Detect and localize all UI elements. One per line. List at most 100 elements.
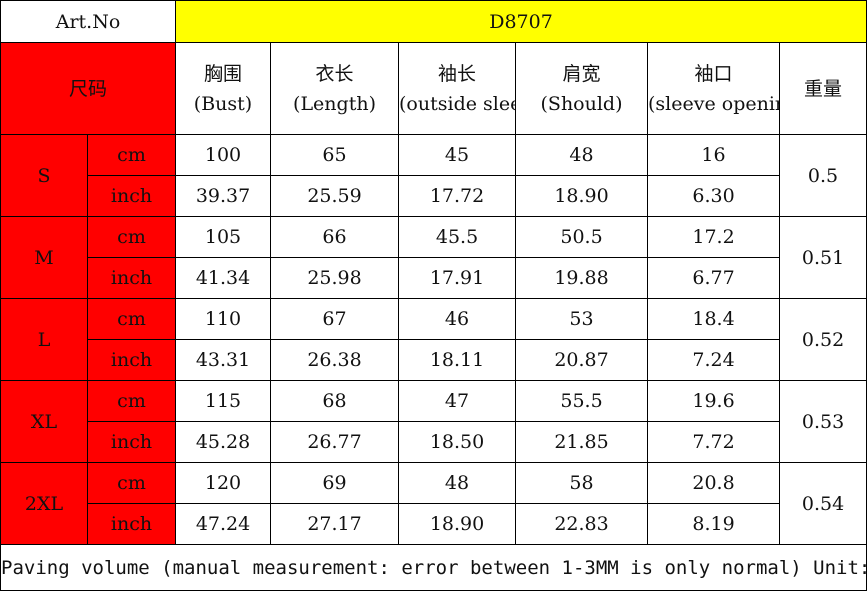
measurement-cell: 18.4 <box>647 298 781 340</box>
size-label: M <box>0 216 88 299</box>
measurement-cell: 6.30 <box>647 175 781 217</box>
column-header-4: 袖口 (sleeve opening <box>647 42 781 135</box>
measurement-cell: 20.87 <box>515 339 649 381</box>
measurement-cell: 25.59 <box>270 175 400 217</box>
column-header-cn: 袖口 <box>694 62 733 85</box>
column-header-cn: 衣长 <box>315 62 354 85</box>
weight-cell: 0.53 <box>779 380 867 463</box>
weight-cell: 0.54 <box>779 462 867 545</box>
unit-label: cm <box>86 216 177 258</box>
unit-label: inch <box>86 175 177 217</box>
column-header-cn: 肩宽 <box>562 62 601 85</box>
footer-note: Paving volume (manual measurement: error… <box>0 544 867 591</box>
measurement-cell: 50.5 <box>515 216 649 258</box>
measurement-cell: 25.98 <box>270 257 400 299</box>
measurement-cell: 18.90 <box>515 175 649 217</box>
measurement-cell: 45 <box>398 134 517 176</box>
measurement-cell: 67 <box>270 298 400 340</box>
measurement-cell: 45.28 <box>175 421 272 463</box>
art-no-label: Art.No <box>0 0 177 43</box>
unit-label: inch <box>86 503 177 545</box>
table-row: inch 47.24 27.17 18.90 22.83 8.19 <box>1 503 867 545</box>
table-row: inch 39.37 25.59 17.72 18.90 6.30 <box>1 175 867 217</box>
table-row: inch 43.31 26.38 18.11 20.87 7.24 <box>1 339 867 381</box>
size-header: 尺码 <box>0 42 177 135</box>
art-no-value: D8707 <box>175 0 867 43</box>
column-header-cn: 袖长 <box>438 62 477 85</box>
column-header-row: 尺码 胸围(Bust)衣长(Length)袖长(outside sleeve)肩… <box>0 42 867 135</box>
measurement-cell: 110 <box>175 298 272 340</box>
measurement-cell: 55.5 <box>515 380 649 422</box>
measurement-cell: 46 <box>398 298 517 340</box>
column-header-en: (outside sleeve) <box>399 92 515 115</box>
size-label: S <box>0 134 88 217</box>
measurement-cell: 48 <box>398 462 517 504</box>
measurement-cell: 26.38 <box>270 339 400 381</box>
measurement-cell: 17.72 <box>398 175 517 217</box>
measurement-cell: 53 <box>515 298 649 340</box>
size-label: XL <box>0 380 88 463</box>
measurement-cell: 20.8 <box>647 462 781 504</box>
measurement-cell: 21.85 <box>515 421 649 463</box>
table-row: inch 41.34 25.98 17.91 19.88 6.77 <box>1 257 867 299</box>
measurement-cell: 45.5 <box>398 216 517 258</box>
weight-cell: 0.51 <box>779 216 867 299</box>
unit-label: cm <box>86 462 177 504</box>
measurement-cell: 18.90 <box>398 503 517 545</box>
measurement-cell: 65 <box>270 134 400 176</box>
measurement-cell: 19.6 <box>647 380 781 422</box>
column-header-en: (Should) <box>540 92 623 115</box>
column-header-3: 肩宽 (Should) <box>515 42 649 135</box>
measurement-cell: 69 <box>270 462 400 504</box>
measurement-cell: 16 <box>647 134 781 176</box>
table-row: XL cm 115 68 47 55.5 19.6 0.53 <box>0 380 867 463</box>
weight-cell: 0.5 <box>779 134 867 217</box>
measurement-cell: 17.2 <box>647 216 781 258</box>
unit-label: inch <box>86 339 177 381</box>
measurement-cell: 115 <box>175 380 272 422</box>
measurement-cell: 22.83 <box>515 503 649 545</box>
measurement-cell: 8.19 <box>647 503 781 545</box>
weight-header: 重量 <box>779 42 867 135</box>
measurement-cell: 6.77 <box>647 257 781 299</box>
column-header-cn: 胸围 <box>204 62 243 85</box>
measurement-cell: 39.37 <box>175 175 272 217</box>
unit-label: inch <box>86 257 177 299</box>
measurement-cell: 100 <box>175 134 272 176</box>
measurement-cell: 105 <box>175 216 272 258</box>
measurement-cell: 7.24 <box>647 339 781 381</box>
table-row: 2XL cm 120 69 48 58 20.8 0.54 <box>0 462 867 545</box>
measurement-cell: 66 <box>270 216 400 258</box>
measurement-cell: 48 <box>515 134 649 176</box>
size-chart-table: Art.No D8707 尺码 胸围 (Bust) 衣长 (Length) 袖长 (out… <box>0 0 867 591</box>
measurement-cell: 43.31 <box>175 339 272 381</box>
measurement-cell: 68 <box>270 380 400 422</box>
column-header-0: 胸围 (Bust) <box>175 42 272 135</box>
size-label: L <box>0 298 88 381</box>
column-header-2: 袖长 (outside sleeve) <box>398 42 517 135</box>
column-header-1: 衣长 (Length) <box>270 42 400 135</box>
measurement-cell: 18.50 <box>398 421 517 463</box>
unit-label: cm <box>86 380 177 422</box>
unit-label: inch <box>86 421 177 463</box>
size-label: 2XL <box>0 462 88 545</box>
measurement-cell: 18.11 <box>398 339 517 381</box>
unit-label: cm <box>86 134 177 176</box>
column-header-en: (Length) <box>293 92 376 115</box>
weight-cell: 0.52 <box>779 298 867 381</box>
measurement-cell: 7.72 <box>647 421 781 463</box>
measurement-cell: 41.34 <box>175 257 272 299</box>
measurement-cell: 47 <box>398 380 517 422</box>
measurement-cell: 19.88 <box>515 257 649 299</box>
column-header-en: (sleeve opening <box>648 92 779 115</box>
measurement-cell: 27.17 <box>270 503 400 545</box>
measurement-cell: 47.24 <box>175 503 272 545</box>
article-row: Art.No D8707 <box>0 0 867 43</box>
measurement-cell: 120 <box>175 462 272 504</box>
measurement-cell: 17.91 <box>398 257 517 299</box>
measurement-cell: 58 <box>515 462 649 504</box>
table-row: inch 45.28 26.77 18.50 21.85 7.72 <box>1 421 867 463</box>
